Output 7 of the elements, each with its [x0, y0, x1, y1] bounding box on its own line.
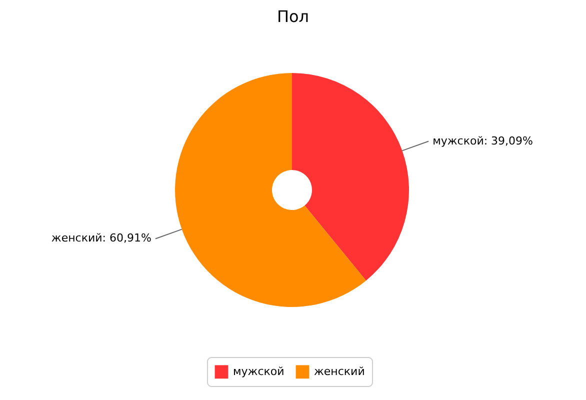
data-label: мужской: 39,09% — [432, 134, 534, 148]
chart-title: Пол — [276, 7, 310, 26]
legend-label: женский — [314, 364, 365, 378]
legend-label: мужской — [233, 364, 284, 378]
data-label: женский: 60,91% — [51, 232, 152, 245]
donut-slice — [175, 73, 366, 307]
donut-slice — [292, 73, 409, 281]
